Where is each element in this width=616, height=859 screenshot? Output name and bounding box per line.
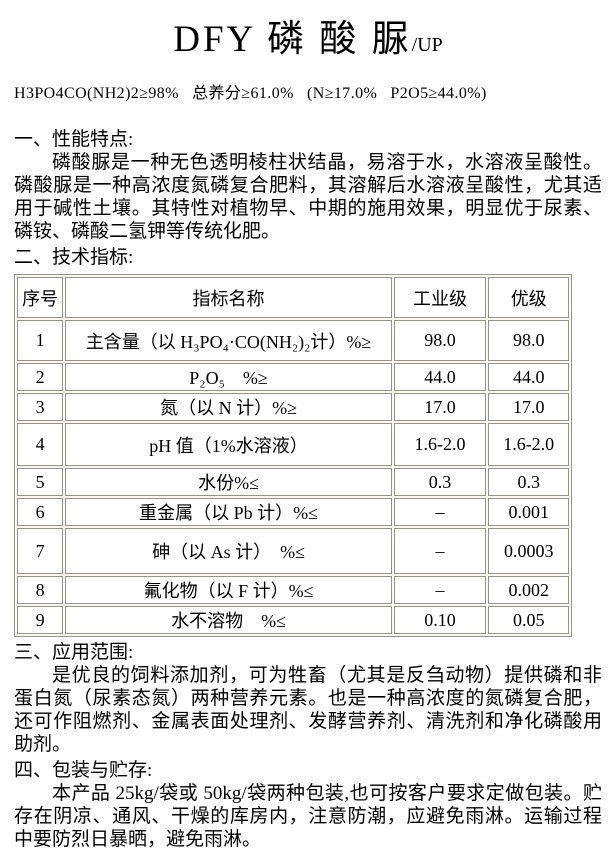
cell-serial: 7 xyxy=(17,528,64,574)
table-row: 6 重金属（以 Pb 计）%≤ – 0.001 xyxy=(17,498,569,526)
table-header-row: 序号 指标名称 工业级 优级 xyxy=(17,277,569,318)
cell-premium: 0.002 xyxy=(488,576,569,604)
cell-indicator: P₂O₅ %≥ xyxy=(65,363,392,391)
table-row: 1 主含量（以 H₃PO₄·CO(NH₂)₂计）%≥ 98.0 98.0 xyxy=(17,320,569,361)
chemical-spec-line: H3PO4CO(NH2)2≥98% 总养分≥61.0% (N≥17.0% P2O… xyxy=(14,85,487,102)
cell-indicator: 氮（以 N 计）%≥ xyxy=(65,393,392,421)
table-row: 5 水份%≤ 0.3 0.3 xyxy=(17,468,569,496)
cell-premium: 0.3 xyxy=(488,468,569,496)
column-header-serial: 序号 xyxy=(17,277,64,318)
section-body-application: 是优良的饲料添加剂，可为牲畜（尤其是反刍动物）提供磷和非蛋白氮（尿素态氮）两种营… xyxy=(14,665,602,755)
cell-premium: 0.05 xyxy=(488,606,569,634)
cell-industrial: 98.0 xyxy=(393,320,487,361)
cell-indicator: 主含量（以 H₃PO₄·CO(NH₂)₂计）%≥ xyxy=(65,320,392,361)
cell-indicator: 水不溶物 %≤ xyxy=(65,606,392,634)
column-header-indicator: 指标名称 xyxy=(65,277,392,318)
cell-premium: 0.0003 xyxy=(488,528,569,574)
cell-premium: 44.0 xyxy=(488,363,569,391)
cell-indicator: 重金属（以 Pb 计）%≤ xyxy=(65,498,392,526)
column-header-premium: 优级 xyxy=(488,277,569,318)
table-row: 3 氮（以 N 计）%≥ 17.0 17.0 xyxy=(17,393,569,421)
section-heading-application: 三、应用范围: xyxy=(14,642,134,663)
table-row: 4 pH 值（1%水溶液） 1.6-2.0 1.6-2.0 xyxy=(17,423,569,466)
page-title-suffix: /UP xyxy=(411,34,443,56)
column-header-industrial: 工业级 xyxy=(393,277,487,318)
cell-indicator: 水份%≤ xyxy=(65,468,392,496)
cell-industrial: – xyxy=(393,528,487,574)
cell-indicator: 氟化物（以 F 计）%≤ xyxy=(65,576,392,604)
cell-premium: 17.0 xyxy=(488,393,569,421)
section-body-packaging: 本产品 25kg/袋或 50kg/袋两种包装,也可按客户要求定做包装。贮存在阴凉… xyxy=(14,783,602,850)
cell-industrial: 1.6-2.0 xyxy=(393,423,487,466)
cell-industrial: 17.0 xyxy=(393,393,487,421)
page-title: DFY 磷 酸 脲/UP xyxy=(14,8,602,62)
cell-serial: 3 xyxy=(17,393,64,421)
table-row: 8 氟化物（以 F 计）%≤ – 0.002 xyxy=(17,576,569,604)
cell-serial: 5 xyxy=(17,468,64,496)
cell-industrial: 0.10 xyxy=(393,606,487,634)
table-row: 2 P₂O₅ %≥ 44.0 44.0 xyxy=(17,363,569,391)
cell-premium: 0.001 xyxy=(488,498,569,526)
section-heading-tech: 二、技术指标: xyxy=(14,247,134,268)
cell-serial: 2 xyxy=(17,363,64,391)
cell-serial: 4 xyxy=(17,423,64,466)
cell-premium: 1.6-2.0 xyxy=(488,423,569,466)
cell-indicator: 砷（以 As 计） %≤ xyxy=(65,528,392,574)
section-heading-performance: 一、性能特点: xyxy=(14,129,134,150)
cell-serial: 9 xyxy=(17,606,64,634)
section-heading-packaging: 四、包装与贮存: xyxy=(14,760,153,781)
cell-industrial: 0.3 xyxy=(393,468,487,496)
table-row: 9 水不溶物 %≤ 0.10 0.05 xyxy=(17,606,569,634)
cell-industrial: 44.0 xyxy=(393,363,487,391)
spec-table: 序号 指标名称 工业级 优级 1 主含量（以 H₃PO₄·CO(NH₂)₂计）%… xyxy=(14,274,572,637)
cell-premium: 98.0 xyxy=(488,320,569,361)
section-body-performance: 磷酸脲是一种无色透明棱柱状结晶，易溶于水，水溶液呈酸性。磷酸脲是一种高浓度氮磷复… xyxy=(14,152,602,242)
page-title-main: DFY 磷 酸 脲 xyxy=(173,19,412,60)
table-row: 7 砷（以 As 计） %≤ – 0.0003 xyxy=(17,528,569,574)
cell-serial: 1 xyxy=(17,320,64,361)
cell-serial: 6 xyxy=(17,498,64,526)
cell-industrial: – xyxy=(393,576,487,604)
cell-industrial: – xyxy=(393,498,487,526)
cell-serial: 8 xyxy=(17,576,64,604)
cell-indicator: pH 值（1%水溶液） xyxy=(65,423,392,466)
